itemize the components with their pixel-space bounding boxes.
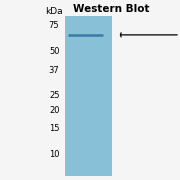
Text: 37: 37 — [49, 66, 59, 75]
Text: 50: 50 — [49, 47, 59, 56]
Text: 75: 75 — [49, 21, 59, 30]
Text: Western Blot: Western Blot — [73, 4, 150, 15]
Text: 15: 15 — [49, 124, 59, 133]
Bar — [65, 16, 112, 176]
Text: 20: 20 — [49, 106, 59, 115]
Text: kDa: kDa — [45, 7, 63, 16]
Text: 25: 25 — [49, 91, 59, 100]
Text: 10: 10 — [49, 150, 59, 159]
